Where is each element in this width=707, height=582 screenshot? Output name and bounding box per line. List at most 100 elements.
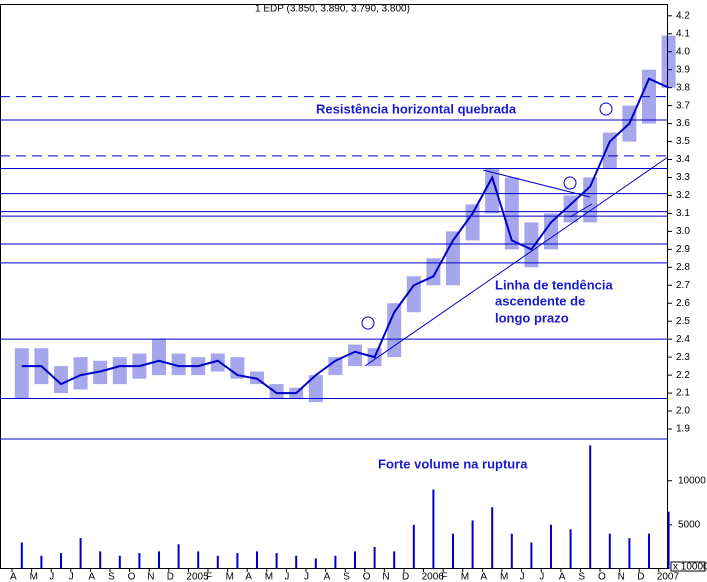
y-tick-label: 3.7	[676, 100, 690, 111]
smileys	[361, 102, 613, 330]
volume-bar	[295, 555, 298, 569]
volume-bar	[334, 555, 337, 569]
x-tick-label: M	[226, 572, 234, 582]
annotation: Resistência horizontal quebrada	[316, 101, 517, 116]
volume-bar	[373, 546, 376, 569]
x-tick-label: J	[49, 572, 54, 582]
price-line	[21, 77, 670, 395]
volume-bar	[354, 551, 356, 569]
volume-bar	[589, 445, 592, 569]
price-range	[387, 303, 402, 358]
y-tick-label: 2.4	[676, 334, 690, 345]
volume-bar	[216, 555, 219, 569]
volume-bar	[20, 542, 23, 569]
price-range	[602, 132, 617, 169]
volume-bar	[667, 511, 670, 569]
x-tick-label: N	[618, 572, 625, 582]
x-tick-label: A	[245, 572, 252, 582]
x-tick-label: A	[324, 572, 331, 582]
y-tick-label: 2.1	[676, 388, 690, 399]
x-tick-label: M	[265, 572, 273, 582]
y-tick-label: 2.6	[676, 298, 690, 309]
x-tick-label: O	[363, 572, 371, 582]
y-tick-label: 3.2	[676, 190, 690, 201]
volume-bar	[79, 538, 82, 569]
volume-tick-label: 5000	[678, 520, 701, 531]
y-tick-label: 2.9	[676, 244, 690, 255]
y-tick-label: 3.6	[676, 118, 690, 129]
volume-bar	[452, 533, 454, 569]
annotation: ascendente de	[495, 293, 585, 308]
volume-bar	[608, 533, 611, 569]
x-tick-label: 2007	[657, 572, 680, 582]
volume-bar	[158, 551, 160, 569]
y-tick-label: 3.9	[676, 64, 690, 75]
y-tick-label: 2.3	[676, 352, 690, 363]
price-range	[54, 366, 68, 394]
y-tick-label: 3.1	[676, 208, 690, 219]
x-tick-label: M	[30, 572, 38, 582]
y-tick-label: 2.8	[676, 262, 690, 273]
price-range	[14, 348, 29, 399]
volume-bar	[412, 524, 415, 569]
annotation: longo prazo	[495, 310, 569, 325]
x-tick-label: O	[598, 572, 606, 582]
volume-bar	[275, 553, 278, 569]
volume-bar	[118, 555, 121, 569]
volume-bar	[471, 520, 474, 569]
y-tick-label: 3.4	[676, 154, 690, 165]
x-tick-label: O	[128, 572, 136, 582]
volume-bar	[40, 555, 43, 569]
x-tick-label: M	[500, 572, 508, 582]
volume-bar	[648, 533, 650, 569]
volume-tick-label: 10000	[678, 475, 706, 486]
x-tick-label: A	[10, 572, 17, 582]
triangle-line	[482, 169, 591, 198]
volume-bar	[530, 542, 533, 569]
x-tick-label: 2005	[186, 572, 209, 582]
volume-bar	[60, 553, 62, 569]
x-tick-label: J	[304, 572, 309, 582]
volume-bar	[393, 551, 396, 569]
volume-bar	[314, 558, 317, 569]
x-tick-label: S	[108, 572, 115, 582]
price-range	[524, 222, 539, 268]
volume-bar	[491, 507, 494, 569]
y-tick-label: 2.7	[676, 280, 690, 291]
x-tick-label: J	[539, 572, 544, 582]
price-range	[210, 353, 225, 372]
x-tick-label: N	[382, 572, 389, 582]
x-tick-label: D	[402, 572, 409, 582]
price-range	[73, 357, 88, 390]
y-tick-label: 3.8	[676, 82, 690, 93]
chart-title: 1 EDP (3.850, 3.890, 3.790, 3.800)	[255, 4, 410, 15]
annotation: Linha de tendência	[495, 277, 614, 292]
price-range	[152, 339, 166, 376]
price-range	[642, 69, 656, 124]
price-range	[112, 357, 127, 385]
y-tick-label: 3.5	[676, 136, 690, 147]
price-range	[328, 357, 343, 376]
x-tick-label: J	[69, 572, 74, 582]
volume-bar	[138, 553, 141, 569]
y-tick-label: 4.2	[676, 10, 690, 21]
frame	[0, 4, 668, 569]
price-range	[465, 204, 480, 241]
price-range	[544, 213, 558, 250]
y-tick-label: 2.0	[676, 406, 690, 417]
x-tick-label: D	[167, 572, 174, 582]
triangle-line	[569, 203, 593, 218]
price-range	[426, 258, 441, 286]
x-tick-label: M	[461, 572, 469, 582]
price-range	[485, 168, 500, 214]
y-tick-label: 1.9	[676, 424, 690, 435]
x-tick-label: N	[147, 572, 154, 582]
y-tick-label: 3.0	[676, 226, 690, 237]
volume-bar	[236, 553, 239, 569]
price-range	[348, 344, 362, 367]
x-tick-label: F	[206, 572, 212, 582]
volume-bar	[628, 538, 631, 569]
x-tick-label: A	[480, 572, 487, 582]
volume-unit: x 10000	[673, 562, 707, 573]
